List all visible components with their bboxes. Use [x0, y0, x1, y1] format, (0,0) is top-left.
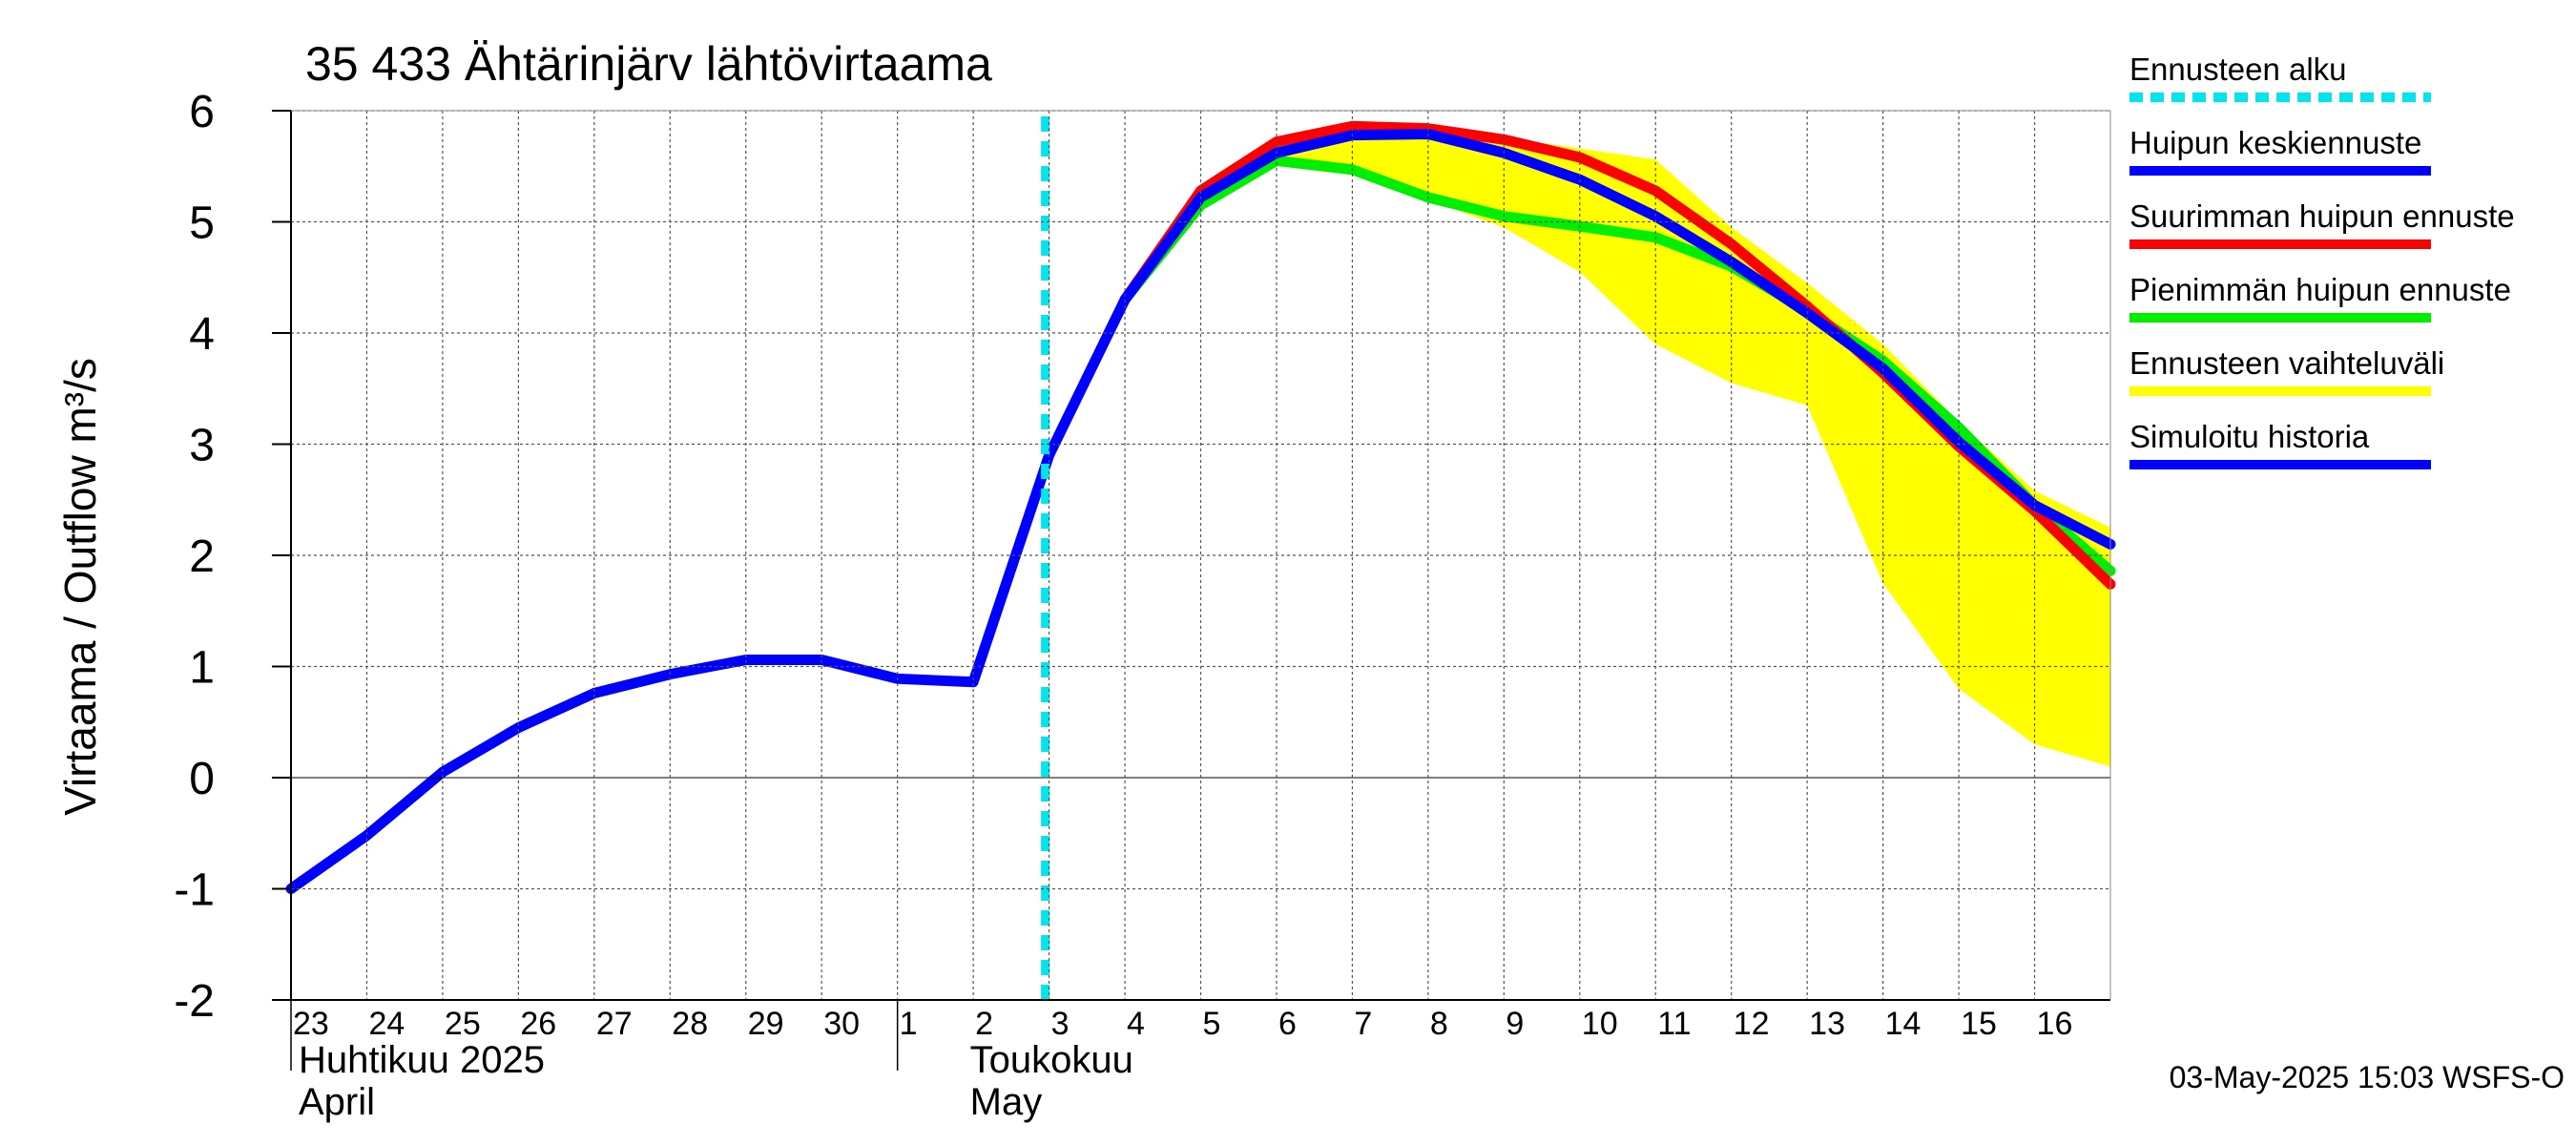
- x-tick-label: 16: [2037, 1006, 2073, 1042]
- legend-label: Ennusteen vaihteluväli: [2129, 345, 2444, 381]
- x-tick-label: 10: [1582, 1006, 1618, 1042]
- x-tick-label: 2: [975, 1006, 993, 1042]
- x-tick-label: 30: [823, 1006, 860, 1042]
- x-tick-label: 1: [900, 1006, 918, 1042]
- y-tick-label: 2: [189, 531, 215, 582]
- chart-title: 35 433 Ähtärinjärv lähtövirtaama: [305, 37, 992, 91]
- legend-label: Pienimmän huipun ennuste: [2129, 272, 2511, 307]
- x-tick-label: 24: [368, 1006, 405, 1042]
- y-tick-label: 5: [189, 198, 215, 249]
- x-tick-label: 29: [748, 1006, 784, 1042]
- month-label-en: May: [970, 1081, 1043, 1123]
- x-tick-label: 7: [1354, 1006, 1372, 1042]
- legend: Ennusteen alku Huipun keskiennuste Suurimm…: [2129, 52, 2515, 469]
- x-tick-label: 8: [1430, 1006, 1448, 1042]
- footer-timestamp: 03-May-2025 15:03 WSFS-O: [2170, 1060, 2565, 1094]
- legend-label: Huipun keskiennuste: [2129, 125, 2421, 160]
- x-tick-label: 14: [1885, 1006, 1922, 1042]
- legend-label: Ennusteen alku: [2129, 52, 2347, 87]
- x-tick-label: 23: [293, 1006, 329, 1042]
- x-tick-label: 12: [1734, 1006, 1770, 1042]
- series-line-huipun-keskiennuste: [1119, 128, 2116, 550]
- x-tick-label: 27: [596, 1006, 633, 1042]
- y-tick-label: 6: [189, 87, 215, 137]
- x-tick-label: 28: [672, 1006, 708, 1042]
- month-label-fi: Huhtikuu 2025: [299, 1039, 545, 1081]
- y-tick-label: 4: [189, 309, 215, 360]
- x-tick-label: 4: [1127, 1006, 1145, 1042]
- y-tick-label: -2: [174, 976, 215, 1027]
- y-tick-label: 1: [189, 643, 215, 694]
- legend-label: Suurimman huipun ennuste: [2129, 198, 2515, 234]
- x-tick-label: 26: [520, 1006, 556, 1042]
- x-tick-label: 15: [1961, 1006, 1997, 1042]
- month-label-en: April: [299, 1081, 375, 1123]
- y-tick-label: -1: [174, 865, 215, 916]
- x-tick-label: 6: [1278, 1006, 1297, 1042]
- series-line-simuloitu-historia: [285, 294, 1131, 894]
- x-tick-label: 25: [445, 1006, 481, 1042]
- legend-label: Simuloitu historia: [2129, 419, 2370, 454]
- y-tick-label: 3: [189, 421, 215, 471]
- x-tick-label: 13: [1809, 1006, 1845, 1042]
- x-tick-label: 11: [1657, 1006, 1691, 1042]
- series-line-pienimman-huipun-ennuste: [1119, 155, 2116, 576]
- x-tick-label: 5: [1203, 1006, 1221, 1042]
- y-axis-label: Virtaama / Outflow m³/s: [55, 358, 105, 816]
- x-tick-label: 3: [1051, 1006, 1070, 1042]
- y-tick-label: 0: [189, 754, 215, 804]
- x-tick-label: 9: [1506, 1006, 1524, 1042]
- month-label-fi: Toukokuu: [970, 1039, 1133, 1081]
